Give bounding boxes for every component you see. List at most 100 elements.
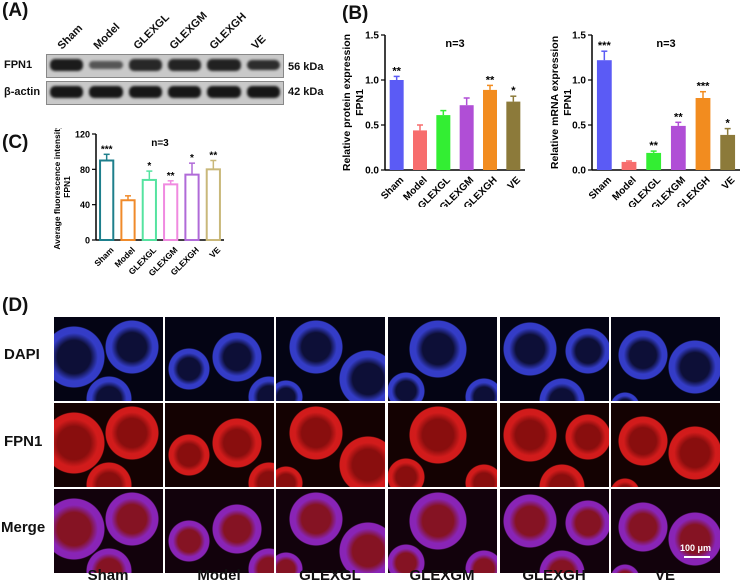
significance-mark: * (511, 85, 516, 97)
blot-lane-label: Sham (55, 22, 86, 52)
micrograph-fpn-model (164, 402, 275, 488)
micrograph-merge-glexgm (387, 488, 498, 574)
micrograph-merge-glexgh (499, 488, 610, 574)
significance-mark: * (726, 118, 731, 130)
significance-mark: ** (649, 140, 658, 152)
y-tick-label: 80 (80, 165, 90, 175)
blot-lane-label: GLEXGH (207, 10, 249, 52)
micrograph-merge-ve (610, 488, 721, 574)
micrograph-dapi-model (164, 316, 275, 402)
significance-mark: ** (209, 151, 217, 162)
chart-mrna-expression: 0.00.51.01.5***ShamModel**GLEXGL**GLEXGM… (549, 31, 740, 207)
blot-lane-label: Model (91, 21, 123, 52)
category-label: VE (720, 175, 737, 192)
row-label-merge: Merge (1, 519, 46, 536)
blot-row-label-fpn1: FPN1 (4, 59, 33, 71)
scale-bar-label: 100 μm (680, 543, 712, 553)
significance-mark: ** (674, 111, 683, 123)
category-label: VE (506, 175, 523, 192)
category-label: VE (207, 245, 222, 260)
y-axis-label: FPN1 (62, 176, 72, 198)
column-label-glexgh: GLEXGH (522, 567, 586, 584)
column-label-sham: Sham (87, 567, 129, 584)
panel-label-b: (B) (342, 3, 369, 24)
micrograph-dapi-glexgh (499, 316, 610, 402)
bar (621, 161, 637, 170)
blot-band (168, 59, 202, 71)
micrograph-dapi-ve (610, 316, 721, 402)
micrograph-fpn-glexgl (275, 402, 386, 488)
blot-band (89, 86, 123, 98)
bar (141, 178, 157, 241)
y-tick-label: 0.5 (572, 121, 586, 132)
significance-mark: ** (167, 171, 175, 182)
micrograph-fpn-sham (53, 402, 164, 488)
significance-mark: ** (486, 74, 495, 86)
blot-band (50, 86, 84, 98)
significance-mark: *** (598, 40, 612, 52)
micrograph-fpn-glexgm (387, 402, 498, 488)
category-label: Sham (587, 175, 614, 202)
blot-lane-label: GLEXGM (167, 9, 210, 53)
y-tick-label: 0 (85, 236, 90, 246)
blot-band (207, 86, 241, 98)
bar (163, 183, 179, 241)
panel-label-c: (C) (2, 132, 29, 153)
significance-mark: *** (697, 81, 711, 93)
chart-annotation: n=3 (656, 38, 675, 50)
blot-band (89, 60, 123, 70)
blot-band (128, 59, 162, 71)
bar (436, 115, 451, 170)
bar (506, 101, 521, 170)
blot-band (207, 59, 241, 71)
micrograph-fpn-ve (610, 402, 721, 488)
bar (646, 152, 662, 170)
panel-label-d: (D) (2, 295, 29, 316)
y-axis-label: FPN1 (354, 89, 366, 116)
y-tick-label: 1.5 (365, 31, 379, 42)
blot-band (50, 59, 84, 71)
bar (670, 125, 686, 170)
blot-row-label-actin: β-actin (4, 86, 41, 98)
y-tick-label: 1.5 (572, 31, 586, 42)
bar (184, 173, 200, 242)
chart-protein-expression: 0.00.51.01.5**ShamModelGLEXGLGLEXGM**GLE… (341, 31, 525, 207)
micrograph-merge-sham (53, 488, 164, 574)
category-label: Sham (379, 175, 406, 202)
micrograph-dapi-glexgm (387, 316, 498, 402)
blot-band (168, 86, 202, 98)
blot-strip-actin (46, 81, 284, 105)
micrograph-merge-model (164, 488, 275, 574)
micrograph-fpn-glexgh (499, 402, 610, 488)
bar (459, 105, 474, 170)
bar (413, 130, 427, 170)
blot-kda-actin: 42 kDa (288, 86, 324, 98)
scale-bar (684, 556, 710, 558)
bar (596, 60, 612, 171)
significance-mark: * (190, 153, 194, 164)
y-tick-label: 0.0 (572, 166, 586, 177)
y-tick-label: 1.0 (365, 76, 379, 87)
chart-fluorescence-intensity: 04080120***ShamModel*GLEXGL**GLEXGM*GLEX… (52, 128, 224, 278)
y-axis-label: Relative protein expression (341, 34, 353, 171)
significance-mark: ** (392, 65, 401, 77)
category-label: Sham (92, 245, 116, 269)
y-tick-label: 0.5 (365, 121, 379, 132)
y-tick-label: 1.0 (572, 76, 586, 87)
chart-annotation: n=3 (445, 38, 464, 50)
column-label-glexgl: GLEXGL (299, 567, 361, 584)
bar (205, 168, 221, 241)
bar (120, 199, 136, 241)
bar (720, 134, 736, 170)
bar (99, 159, 115, 241)
blot-lane-label: GLEXGL (131, 11, 172, 52)
row-label-fpn1: FPN1 (4, 433, 43, 450)
bar (483, 89, 497, 170)
y-tick-label: 0.0 (365, 166, 379, 177)
blot-lane-label: VE (249, 33, 269, 52)
micrograph-dapi-glexgl (275, 316, 386, 402)
chart-annotation: n=3 (151, 138, 169, 149)
column-label-ve: VE (654, 567, 675, 584)
column-label-model: Model (197, 567, 241, 584)
blot-band (246, 86, 280, 98)
